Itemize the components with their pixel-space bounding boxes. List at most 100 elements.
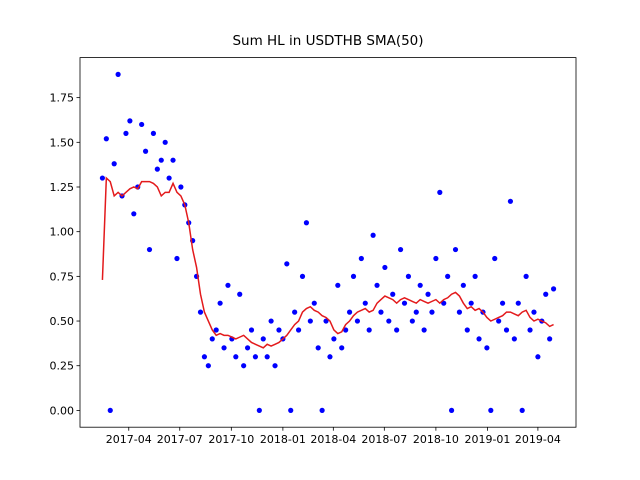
point [448, 407, 455, 413]
point [315, 345, 321, 351]
point [178, 184, 184, 190]
point [319, 407, 325, 413]
point [366, 327, 372, 333]
x-tick-label: 2018-04 [310, 433, 356, 446]
point [362, 300, 368, 306]
point [464, 327, 470, 333]
point [390, 291, 396, 297]
point [166, 175, 172, 181]
point [499, 300, 506, 306]
y-tick-label: 1.00 [50, 226, 75, 239]
point [288, 407, 294, 413]
point [331, 336, 337, 342]
point [272, 363, 278, 369]
point [413, 309, 419, 315]
x-tick-label: 2017-07 [157, 433, 203, 446]
point [311, 300, 317, 306]
point [378, 309, 384, 315]
point [256, 407, 262, 413]
point [131, 211, 137, 217]
point [519, 407, 525, 413]
point [496, 318, 502, 324]
point [386, 318, 392, 324]
point [460, 282, 466, 288]
point [354, 318, 361, 324]
point [276, 327, 282, 333]
point [99, 175, 106, 181]
point [244, 345, 251, 351]
y-tick-label: 1.25 [50, 181, 75, 194]
point [205, 363, 211, 369]
point [339, 345, 345, 351]
point [472, 273, 478, 279]
point [531, 309, 537, 315]
point [303, 220, 310, 226]
x-tick-label: 2018-07 [361, 433, 407, 446]
point [295, 327, 302, 333]
point [197, 309, 204, 315]
point [346, 309, 353, 315]
sma-line [101, 176, 554, 349]
point [394, 327, 400, 333]
point [142, 148, 149, 154]
axes-frame [79, 57, 577, 428]
point [107, 407, 113, 413]
point [233, 354, 239, 360]
point [221, 345, 227, 351]
point [488, 407, 494, 413]
point [445, 273, 451, 279]
point [139, 121, 145, 128]
x-tick-label: 2018-10 [413, 433, 459, 446]
x-tick-label: 2017-04 [106, 433, 152, 446]
point [335, 282, 341, 288]
point [252, 354, 259, 360]
point [409, 318, 415, 324]
point [421, 327, 427, 333]
y-tick-label: 0.25 [50, 360, 75, 373]
point [527, 327, 533, 333]
point [241, 363, 247, 369]
point [284, 261, 290, 267]
point [264, 354, 270, 360]
point [103, 136, 109, 142]
y-tick-label: 0.00 [50, 404, 75, 417]
point [515, 300, 521, 306]
point [358, 255, 364, 262]
point [397, 246, 404, 253]
point [543, 291, 549, 297]
point [248, 327, 255, 333]
point [382, 264, 388, 271]
point [268, 318, 274, 324]
point [327, 354, 333, 360]
x-tick-label: 2019-01 [464, 433, 510, 446]
point [535, 354, 541, 360]
point [405, 273, 412, 279]
point [523, 273, 529, 279]
point [437, 189, 443, 195]
point [201, 354, 208, 360]
point [323, 318, 329, 324]
y-tick-label: 0.50 [50, 315, 75, 328]
point [511, 336, 517, 342]
point [150, 130, 157, 136]
point [154, 166, 160, 172]
chart-title: Sum HL in USDTHB SMA(50) [232, 33, 423, 49]
point [158, 157, 164, 163]
point [350, 273, 357, 279]
point [547, 336, 553, 342]
point [343, 327, 349, 333]
point [292, 309, 298, 315]
point [503, 327, 510, 333]
point [417, 282, 423, 288]
point [507, 198, 514, 204]
y-tick-label: 1.50 [50, 136, 75, 149]
point [433, 255, 439, 262]
point [225, 282, 231, 288]
point [209, 336, 215, 342]
point [307, 318, 313, 324]
point [127, 118, 133, 124]
point [260, 336, 266, 342]
y-tick-label: 1.75 [50, 92, 75, 105]
x-tick-label: 2017-10 [208, 433, 254, 446]
